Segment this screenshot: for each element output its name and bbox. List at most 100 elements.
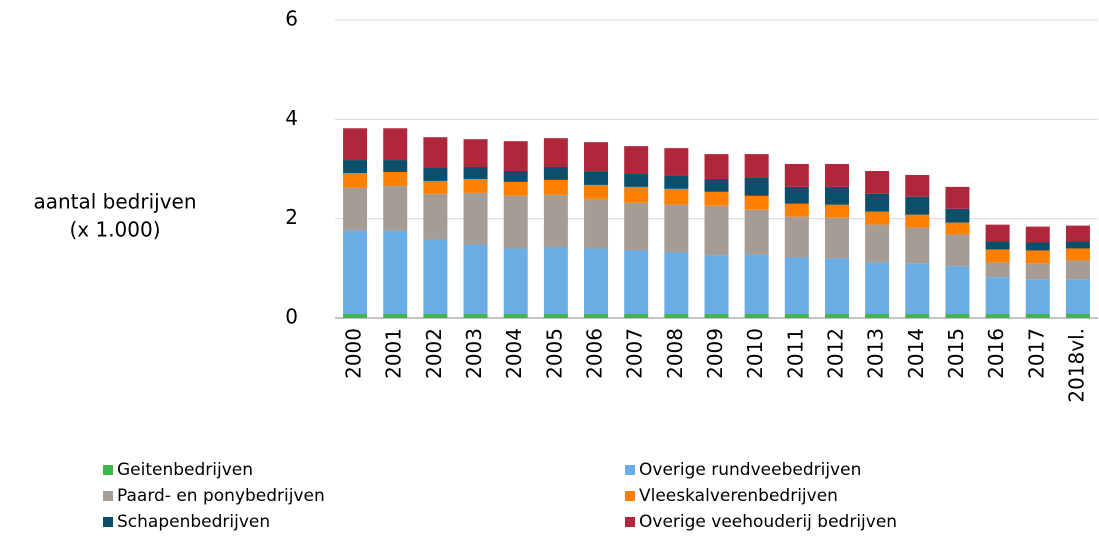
bar-segment [664, 252, 689, 315]
x-tick-label: 2004 [502, 328, 526, 379]
bar-segment [463, 314, 488, 318]
bar-segment [905, 174, 930, 197]
bar-segment [584, 184, 609, 199]
x-tick-label: 2006 [583, 328, 607, 379]
x-tick-label: 2002 [422, 328, 446, 379]
bar-segment [383, 185, 408, 231]
bar-segment [744, 209, 769, 255]
bar-segment [865, 262, 890, 315]
bar-segment [624, 146, 649, 174]
legend-swatch [103, 517, 113, 527]
bar-segment [463, 139, 488, 168]
bar-segment [865, 314, 890, 318]
bar-segment [624, 314, 649, 318]
bar-segment [584, 314, 609, 318]
bar-segment [945, 234, 970, 267]
x-tick-label: 2015 [944, 328, 968, 379]
x-tick-label: 2018vl. [1064, 328, 1088, 403]
bar-segment [463, 244, 488, 315]
bar-segment [784, 164, 809, 187]
bar-segment [1065, 260, 1090, 280]
bar-segment [905, 196, 930, 215]
legend-swatch [103, 465, 113, 475]
bar-segment [664, 314, 689, 318]
bar-segment [624, 250, 649, 315]
bar-segment [865, 224, 890, 263]
bar-segment [824, 314, 849, 318]
bar-segment [584, 198, 609, 249]
x-tick-label: 2008 [663, 328, 687, 379]
bar-segment [985, 262, 1010, 278]
bar-segment [383, 171, 408, 186]
y-tick-label: 4 [285, 106, 298, 130]
bar-segment [423, 180, 448, 194]
x-tick-label: 2005 [542, 328, 566, 379]
x-tick-label: 2011 [783, 328, 807, 379]
bar-segment [664, 204, 689, 253]
bar-segment [824, 186, 849, 205]
bar-segment [784, 203, 809, 217]
bar-segment [1025, 314, 1050, 318]
bar-segment [503, 195, 528, 249]
bar-segment [784, 186, 809, 204]
bar-segment [383, 230, 408, 315]
x-tick-label: 2014 [904, 328, 928, 379]
x-tick-label: 2010 [743, 328, 767, 379]
bar-segment [423, 137, 448, 169]
x-tick-label: 2003 [462, 328, 486, 379]
bar-segment [945, 186, 970, 209]
bar-segment [1065, 314, 1090, 318]
x-tick-label: 2013 [864, 328, 888, 379]
bar-segment [503, 248, 528, 315]
bar-segment [824, 164, 849, 187]
bar-segment [824, 204, 849, 218]
bar-segment [624, 202, 649, 251]
bar-segment [423, 168, 448, 181]
x-tick-label: 2012 [823, 328, 847, 379]
bar-segment [503, 170, 528, 182]
bar-segment [704, 205, 729, 256]
bar-segment [664, 175, 689, 189]
bar-segment [945, 222, 970, 235]
bar-segment [985, 224, 1010, 242]
x-tick-label: 2017 [1024, 328, 1048, 379]
bar-segment [784, 314, 809, 318]
y-axis-label: (x 1.000) [69, 218, 160, 242]
bar-segment [1065, 225, 1090, 242]
bar-segment [704, 255, 729, 315]
bar-segment [463, 167, 488, 179]
bar-segment [664, 188, 689, 205]
bar-segment [543, 194, 568, 248]
x-tick-label: 2009 [703, 328, 727, 379]
bar-segment [584, 248, 609, 315]
bar-segment [945, 314, 970, 318]
bar-segment [704, 178, 729, 192]
bar-segment [343, 230, 368, 315]
bar-segment [423, 193, 448, 240]
bar-segment [905, 314, 930, 318]
bar-segment [1025, 226, 1050, 243]
legend-swatch [625, 465, 635, 475]
bar-segment [543, 314, 568, 318]
bar-segment [1065, 248, 1090, 261]
bar-segment [1025, 279, 1050, 315]
bar-segment [704, 191, 729, 206]
legend-swatch [625, 517, 635, 527]
bar-segment [985, 249, 1010, 263]
bar-segment [704, 154, 729, 179]
bar-segment [744, 154, 769, 178]
bar-segment [584, 171, 609, 185]
bar-segment [865, 170, 890, 194]
bar-segment [343, 187, 368, 231]
bar-segment [985, 314, 1010, 318]
bar-segment [824, 217, 849, 259]
bar-segment [343, 172, 368, 188]
bar-segment [543, 167, 568, 180]
y-axis-label: aantal bedrijven [33, 190, 196, 214]
bar-segment [865, 193, 890, 212]
bar-segment [744, 177, 769, 196]
legend-label: Geitenbedrijven [117, 460, 253, 480]
bar-segment [463, 178, 488, 193]
bar-segment [985, 277, 1010, 315]
legend-label: Vleeskalverenbedrijven [639, 486, 838, 506]
